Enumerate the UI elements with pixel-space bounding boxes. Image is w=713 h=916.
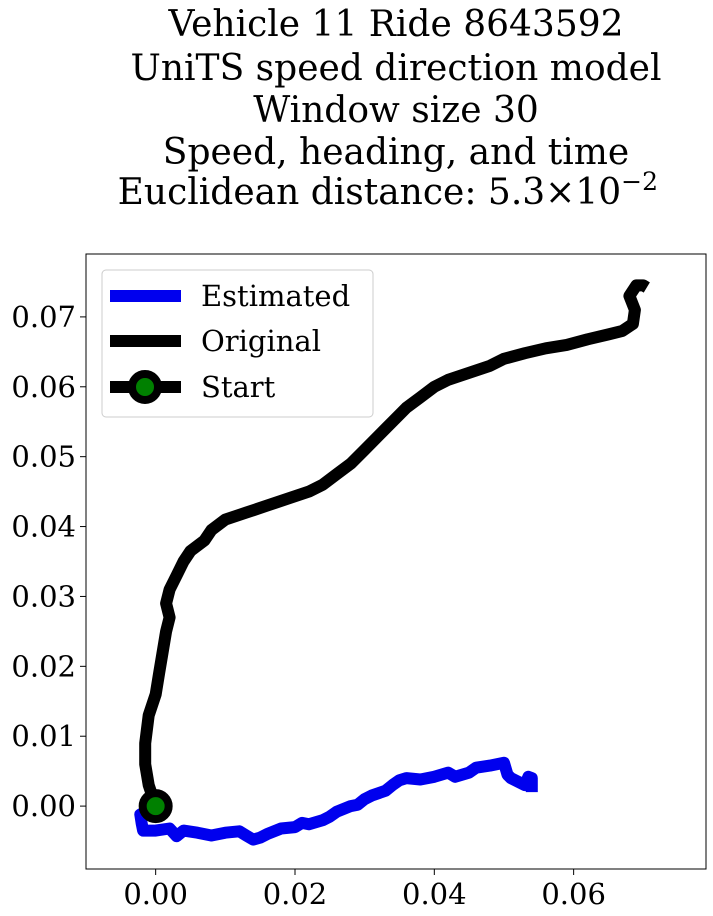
title-line-4: Speed, heading, and time (163, 132, 629, 173)
series-line-original (139, 279, 650, 808)
title-line-1: Vehicle 11 Ride 8643592 (167, 4, 623, 45)
plot-frame (85, 253, 707, 870)
title-line-5: Euclidean distance: 5.3×10−2 (118, 167, 658, 213)
y-tick-label: 0.05 (11, 440, 76, 474)
legend-original-label: Original (201, 324, 321, 358)
series-layer (134, 279, 650, 846)
legend-box (101, 269, 374, 418)
legend: Estimated Original Start (101, 269, 374, 418)
y-tick-label: 0.03 (11, 579, 76, 613)
legend-start-label: Start (201, 370, 276, 404)
title-line-2: UniTS speed direction model (131, 48, 662, 89)
title-distance-base: Euclidean distance: 5.3×10 (118, 172, 622, 213)
start-marker (138, 789, 173, 824)
x-tick-label: 0.04 (402, 877, 467, 911)
x-tick-label: 0.02 (263, 877, 328, 911)
y-tick-label: 0.00 (11, 789, 76, 823)
x-tick-label: 0.06 (541, 877, 606, 911)
y-tick-label: 0.02 (11, 649, 76, 683)
x-axis: 0.00 0.02 0.04 0.06 (123, 869, 606, 911)
legend-start-marker (128, 370, 162, 404)
legend-estimated-label: Estimated (201, 279, 350, 313)
title-line-3: Window size 30 (253, 90, 539, 131)
start-marker-layer (138, 789, 173, 824)
title-distance-exponent: −2 (621, 167, 658, 196)
chart-title: Vehicle 11 Ride 8643592 UniTS speed dire… (118, 4, 662, 213)
y-tick-label: 0.04 (11, 510, 76, 544)
y-tick-label: 0.06 (11, 370, 76, 404)
x-tick-label: 0.00 (123, 877, 188, 911)
y-tick-label: 0.01 (11, 719, 76, 753)
y-axis: 0.00 0.01 0.02 0.03 0.04 0.05 0.06 0.07 (11, 300, 86, 823)
series-line-estimated (134, 756, 538, 846)
y-tick-label: 0.07 (11, 300, 76, 334)
